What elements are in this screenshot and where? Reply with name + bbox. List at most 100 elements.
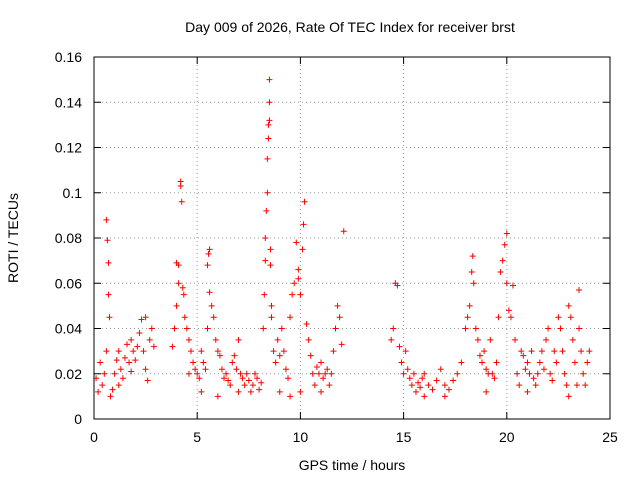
roti-data-point [388,336,395,343]
roti-data-point [324,366,331,373]
x-tick-label: 10 [293,429,309,445]
chart-title: Day 009 of 2026, Rate Of TEC Index for r… [185,19,515,35]
roti-data-point [400,370,407,377]
roti-data-point [402,348,409,355]
roti-data-point [491,375,498,382]
roti-data-point [295,275,302,282]
roti-data-point [578,348,585,355]
roti-data-point [289,291,296,298]
roti-data-point [243,370,250,377]
roti-data-point [104,237,111,244]
roti-data-point [483,388,490,395]
y-tick-label: 0.06 [55,275,82,291]
roti-data-point [396,343,403,350]
roti-data-point [313,363,320,370]
roti-data-point [256,386,263,393]
roti-data-point [173,302,180,309]
roti-data-point [177,178,184,185]
roti-data-point [185,370,192,377]
roti-data-point [171,325,178,332]
roti-data-point [214,393,221,400]
roti-data-point [505,307,512,314]
x-tick-label: 15 [396,429,412,445]
roti-data-point [204,262,211,269]
roti-data-point [291,280,298,287]
x-tick-label: 20 [499,429,515,445]
roti-data-point [495,314,502,321]
roti-data-point [320,375,327,382]
roti-data-point [318,359,325,366]
roti-data-point [462,325,469,332]
roti-data-point [328,370,335,377]
roti-data-point [412,388,419,395]
roti-data-point [410,370,417,377]
roti-data-point [245,377,252,384]
roti-data-point [476,352,483,359]
roti-data-point [285,375,292,382]
roti-data-point [99,382,106,389]
roti-data-point [136,330,143,337]
roti-data-point [309,370,316,377]
roti-data-point [267,246,274,253]
roti-data-point [233,366,240,373]
roti-data-point [97,359,104,366]
roti-data-point [266,76,273,83]
roti-data-point [559,348,566,355]
y-tick-label: 0.16 [55,49,82,65]
roti-data-point [394,282,401,289]
roti-data-point [218,366,225,373]
roti-data-point [514,370,521,377]
roti-data-point [268,314,275,321]
roti-data-point [103,216,110,223]
roti-data-point [235,388,242,395]
roti-data-point [95,388,102,395]
roti-data-point [142,366,149,373]
y-tick-label: 0.02 [55,366,82,382]
y-axis-label: ROTI / TECUs [5,193,21,283]
roti-data-point [586,348,593,355]
roti-data-point [263,207,270,214]
roti-data-point [293,239,300,246]
roti-data-point [206,289,213,296]
roti-data-point [109,386,116,393]
roti-data-point [262,235,269,241]
roti-data-point [315,370,322,377]
roti-data-point [200,359,207,366]
roti-data-point [404,366,411,373]
roti-data-point [202,366,209,373]
roti-data-point [231,352,238,359]
roti-data-point [264,155,271,162]
roti-data-point [214,348,221,355]
roti-data-point [567,314,574,321]
roti-data-point [276,388,283,395]
roti-data-point [278,325,285,332]
roti-data-point [101,370,108,377]
roti-data-point [300,221,307,228]
roti-data-point [223,370,230,377]
roti-data-point [576,287,583,294]
roti-data-point [509,282,516,289]
roti-data-point [336,314,343,321]
roti-data-point [458,359,465,366]
roti-data-point [241,382,248,389]
roti-data-point [415,379,422,386]
roti-data-point [446,386,453,393]
roti-data-point [332,325,339,332]
x-axis-tick-labels: 0 5 10 15 20 25 [90,429,618,445]
roti-data-point [117,366,124,373]
roti-data-point [450,377,457,384]
roti-data-point [216,352,223,359]
roti-data-point [561,370,568,377]
roti-data-point [266,99,273,106]
roti-data-point [468,268,475,275]
roti-data-point [148,325,155,332]
roti-data-point [134,343,141,350]
roti-data-point [526,370,533,377]
roti-data-point [555,314,562,321]
roti-data-point [518,348,525,355]
roti-data-point [419,375,426,382]
y-tick-label: 0.14 [55,94,82,110]
roti-data-point [267,262,274,269]
roti-data-point [545,325,552,332]
roti-data-point [340,228,347,235]
